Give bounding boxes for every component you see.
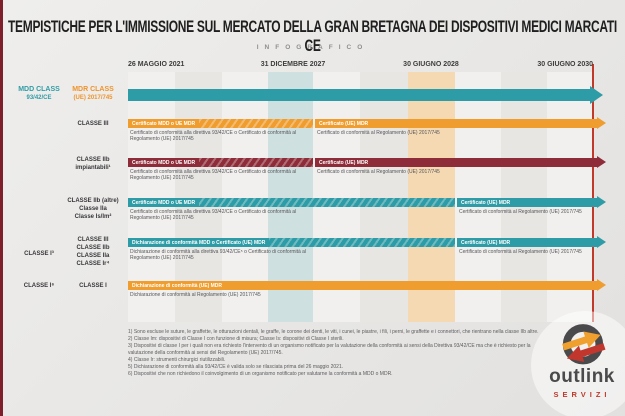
bg-stripe bbox=[501, 72, 547, 322]
mdr-class-header: MDR CLASS bbox=[72, 86, 114, 93]
mdr-class-subheader: (UE) 2017/745 bbox=[73, 95, 113, 101]
bar-label: Dichiarazione di conformità MDD o Certif… bbox=[132, 239, 266, 246]
row3-mdr-class-label: CLASSE IIb (altre) Classe IIa Classe Is/… bbox=[62, 197, 124, 221]
logo-wordmark: outlink bbox=[549, 366, 615, 387]
bg-stripe bbox=[128, 72, 175, 322]
hatch-pattern bbox=[199, 158, 313, 167]
bar-label: Dichiarazione di conformità (UE) MDR bbox=[132, 282, 223, 289]
footnotes: 1) Sono escluse le suture, le graffette,… bbox=[128, 329, 542, 378]
timeline-arrow bbox=[128, 89, 590, 101]
deadline-line-jun2030 bbox=[592, 64, 594, 322]
date-label-jun2030: 30 GIUGNO 2030 bbox=[537, 61, 593, 68]
footnote-4: 4) Classe Ir: strumenti chirurgici riuti… bbox=[128, 357, 226, 363]
outlink-logo-icon bbox=[562, 324, 606, 365]
page-subtitle: INFOGRAFICO bbox=[256, 44, 369, 51]
bar-label: Certificato MDD o UE MDR bbox=[132, 199, 196, 206]
row2-right-bar: Certificato (UE) MDR bbox=[315, 158, 597, 167]
class-line: CLASSE IIb (altre) bbox=[67, 198, 119, 204]
row3-right-bar: Certificato (UE) MDR bbox=[457, 198, 597, 207]
row1-mdr-class-label: CLASSE III bbox=[62, 120, 124, 128]
row4-mdr-class-label: CLASSE III CLASSE IIb CLASSE IIa CLASSE … bbox=[62, 236, 124, 268]
bg-stripe bbox=[175, 72, 222, 322]
timeline-arrow-head bbox=[590, 86, 603, 104]
row5-bar: Dichiarazione di conformità (UE) MDR bbox=[128, 281, 597, 290]
class-line: Classe Is/Im² bbox=[74, 214, 112, 220]
class-line: CLASSE III bbox=[77, 237, 109, 243]
hatch-pattern bbox=[199, 198, 455, 207]
row1-left-desc: Certificato di conformità alla direttiva… bbox=[130, 130, 297, 142]
left-accent-strip bbox=[0, 0, 3, 416]
row4-right-bar: Certificato (UE) MDR bbox=[457, 238, 597, 247]
class-line: CLASSE I³ bbox=[24, 251, 54, 257]
mdd-class-header: MDD CLASS bbox=[18, 86, 60, 93]
row1-arrow-head bbox=[597, 117, 606, 129]
row4-right-desc: Certificato di conformità al Regolamento… bbox=[459, 249, 582, 255]
row2-right-desc: Certificato di conformità al Regolamento… bbox=[317, 169, 440, 175]
date-label-jun2028: 30 GIUGNO 2028 bbox=[403, 61, 459, 68]
class-line: CLASSE IIb bbox=[76, 245, 110, 251]
row1-left-bar: Certificato MDD o UE MDR bbox=[128, 119, 313, 128]
bar-label: Certificato MDD o UE MDR bbox=[132, 120, 196, 127]
footnote-2: 2) Classe Im: dispositivi di Classe I co… bbox=[128, 336, 344, 342]
row2-arrow-head bbox=[597, 156, 606, 168]
date-label-may2021: 26 MAGGIO 2021 bbox=[128, 61, 185, 68]
row1-right-desc: Certificato di conformità al Regolamento… bbox=[317, 130, 440, 136]
row4-left-bar: Dichiarazione di conformità MDD o Certif… bbox=[128, 238, 455, 247]
class-line: Classe IIa bbox=[79, 206, 107, 212]
bg-stripe bbox=[455, 72, 501, 322]
mdd-class-subheader: 93/42/CE bbox=[26, 95, 52, 101]
bar-label: Certificato (UE) MDR bbox=[461, 239, 511, 246]
footnote-1: 1) Sono escluse le suture, le graffette,… bbox=[128, 329, 539, 335]
row5-desc: Dichiarazione di conformità al Regolamen… bbox=[130, 292, 261, 298]
footnote-5: 5) Dichiarazione di conformità alla 93/4… bbox=[128, 364, 344, 370]
row3-arrow-head bbox=[597, 196, 606, 208]
footnote-3: 3) Dispositivi di classe I per i quali n… bbox=[128, 343, 531, 356]
row4-mdd-class-label: CLASSE I³ bbox=[8, 250, 70, 258]
row3-left-desc: Certificato di conformità alla direttiva… bbox=[130, 209, 297, 221]
bg-stripe bbox=[313, 72, 360, 322]
page-title: TEMPISTICHE PER L'IMMISSIONE SUL MERCATO… bbox=[8, 17, 617, 55]
bg-stripe bbox=[547, 72, 593, 322]
row2-left-bar: Certificato MDD o UE MDR bbox=[128, 158, 313, 167]
class-line: CLASSE I⁶ bbox=[23, 283, 55, 289]
class-line: CLASSE III bbox=[77, 121, 109, 127]
hatch-pattern bbox=[199, 119, 313, 128]
class-line: CLASSE Ir⁴ bbox=[76, 261, 110, 267]
row2-left-desc: Certificato di conformità alla direttiva… bbox=[130, 169, 297, 181]
row4-left-desc: Dichiarazione di conformità alla diretti… bbox=[130, 249, 307, 261]
row5-mdr-class-label: CLASSE I bbox=[62, 282, 124, 290]
row2-mdr-class-label: CLASSE IIb impiantabili¹ bbox=[62, 156, 124, 172]
bar-label: Certificato (UE) MDR bbox=[461, 199, 511, 206]
footnote-6: 6) Dispositivi che non richiedono il coi… bbox=[128, 371, 393, 377]
bar-label: Certificato (UE) MDR bbox=[319, 120, 369, 127]
row3-right-desc: Certificato di conformità al Regolamento… bbox=[459, 209, 582, 215]
bg-stripe-highlight-dec2027 bbox=[268, 72, 314, 322]
bar-label: Certificato MDD o UE MDR bbox=[132, 159, 196, 166]
row1-right-bar: Certificato (UE) MDR bbox=[315, 119, 597, 128]
logo-tagline: SERVIZI bbox=[553, 390, 611, 399]
row4-arrow-head bbox=[597, 236, 606, 248]
class-line: CLASSE I bbox=[79, 283, 107, 289]
bg-stripe bbox=[360, 72, 408, 322]
class-line: CLASSE IIa bbox=[76, 253, 110, 259]
date-label-dec2027: 31 DICEMBRE 2027 bbox=[260, 61, 326, 68]
bar-label: Certificato (UE) MDR bbox=[319, 159, 369, 166]
row5-arrow-head bbox=[597, 279, 606, 291]
bg-stripe bbox=[222, 72, 268, 322]
class-line: impiantabili¹ bbox=[75, 165, 111, 171]
row5-mdd-class-label: CLASSE I⁶ bbox=[8, 282, 70, 290]
row3-left-bar: Certificato MDD o UE MDR bbox=[128, 198, 455, 207]
hatch-pattern bbox=[269, 238, 455, 247]
class-line: CLASSE IIb bbox=[76, 157, 110, 163]
